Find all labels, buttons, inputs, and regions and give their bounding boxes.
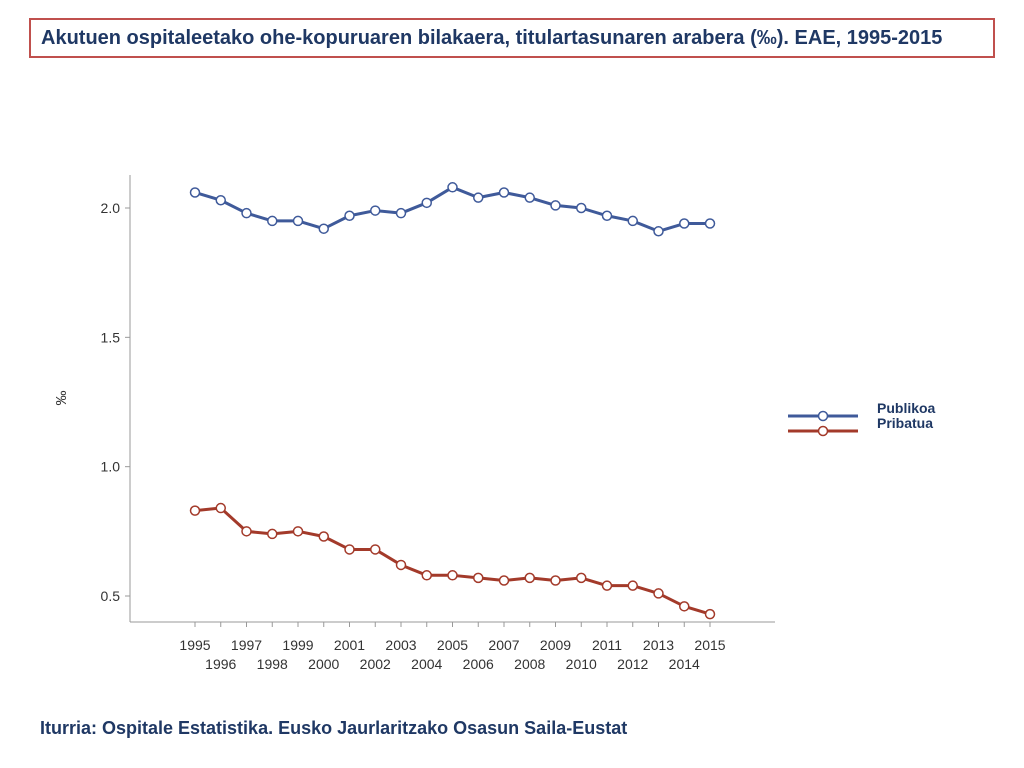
data-point-publikoa bbox=[395, 207, 407, 219]
x-tick-label: 2001 bbox=[334, 637, 365, 653]
data-point-publikoa bbox=[318, 223, 329, 234]
data-point-publikoa bbox=[550, 200, 561, 211]
data-point-pribatua bbox=[653, 588, 664, 599]
data-point-pribatua bbox=[576, 572, 587, 584]
x-tick-label: 2009 bbox=[540, 637, 571, 653]
data-point-publikoa bbox=[576, 202, 587, 214]
x-tick-label: 2012 bbox=[617, 656, 648, 672]
data-point-pribatua bbox=[292, 526, 304, 537]
data-point-pribatua bbox=[627, 580, 638, 591]
y-tick-label: 1.0 bbox=[101, 459, 121, 475]
y-tick-label: 1.5 bbox=[101, 329, 121, 345]
data-point-publikoa bbox=[267, 215, 278, 227]
data-point-publikoa bbox=[498, 187, 510, 198]
data-point-pribatua bbox=[189, 505, 201, 516]
legend-marker-pribatua bbox=[817, 425, 829, 437]
data-point-publikoa bbox=[292, 215, 304, 227]
x-tick-label: 2015 bbox=[694, 637, 725, 653]
x-tick-label: 1996 bbox=[205, 656, 236, 672]
x-tick-label: 2014 bbox=[669, 656, 700, 672]
data-point-publikoa bbox=[473, 192, 484, 203]
data-point-pribatua bbox=[679, 601, 690, 612]
x-tick-label: 2011 bbox=[592, 637, 622, 653]
data-point-pribatua bbox=[601, 580, 613, 591]
chart-series bbox=[189, 182, 716, 620]
data-point-pribatua bbox=[447, 570, 458, 581]
x-tick-label: 2000 bbox=[308, 656, 339, 672]
data-point-publikoa bbox=[704, 218, 716, 229]
data-point-publikoa bbox=[679, 218, 690, 229]
chart-title: Akutuen ospitaleetako ohe-kopuruaren bil… bbox=[29, 18, 995, 58]
data-point-pribatua bbox=[473, 572, 484, 584]
y-tick-label: 0.5 bbox=[101, 588, 121, 604]
x-tick-label: 2003 bbox=[385, 637, 416, 653]
data-point-publikoa bbox=[601, 210, 613, 222]
x-tick-label: 2010 bbox=[566, 656, 597, 672]
x-tick-label: 2005 bbox=[437, 637, 468, 653]
data-point-pribatua bbox=[550, 575, 561, 586]
data-point-publikoa bbox=[421, 197, 432, 209]
data-point-pribatua bbox=[241, 526, 252, 537]
x-tick-label: 1999 bbox=[282, 637, 313, 653]
data-point-pribatua bbox=[370, 544, 381, 555]
data-point-pribatua bbox=[318, 531, 329, 542]
data-point-publikoa bbox=[524, 192, 535, 203]
data-point-publikoa bbox=[189, 187, 201, 198]
data-point-pribatua bbox=[524, 572, 535, 584]
series-line-pribatua bbox=[194, 506, 711, 616]
x-tick-label: 2013 bbox=[643, 637, 674, 653]
source-note: Iturria: Ospitale Estatistika. Eusko Jau… bbox=[40, 718, 628, 738]
legend-label-pribatua: Pribatua bbox=[877, 415, 933, 431]
legend-label-publikoa: Publikoa bbox=[877, 400, 936, 416]
data-point-publikoa bbox=[344, 210, 355, 222]
x-tick-label: 1995 bbox=[179, 637, 210, 653]
x-tick-label: 2008 bbox=[514, 656, 545, 672]
x-tick-label: 1998 bbox=[257, 656, 288, 672]
y-axis-label: ‰ bbox=[53, 391, 70, 406]
data-point-pribatua bbox=[267, 528, 278, 540]
y-tick-label: 2.0 bbox=[101, 200, 121, 216]
data-point-pribatua bbox=[421, 570, 432, 581]
x-tick-label: 2004 bbox=[411, 656, 442, 672]
data-point-pribatua bbox=[215, 502, 226, 514]
data-point-publikoa bbox=[653, 226, 664, 237]
data-point-publikoa bbox=[447, 182, 458, 193]
legend-marker-publikoa bbox=[817, 410, 829, 422]
x-tick-label: 2006 bbox=[463, 656, 494, 672]
data-point-pribatua bbox=[344, 544, 355, 555]
x-tick-label: 1997 bbox=[231, 637, 262, 653]
x-tick-label: 2002 bbox=[360, 656, 391, 672]
data-point-publikoa bbox=[215, 194, 226, 206]
chart-axes: 0.5 1.0 1.5 2.0 ‰ 1995 1996 1997 1998 1999 2000 200… bbox=[53, 175, 775, 672]
data-point-pribatua bbox=[498, 575, 510, 586]
data-point-publikoa bbox=[627, 215, 638, 227]
x-tick-label: 2007 bbox=[488, 637, 519, 653]
data-point-pribatua bbox=[704, 608, 716, 620]
data-point-publikoa bbox=[370, 205, 381, 216]
data-point-pribatua bbox=[395, 559, 407, 571]
data-point-publikoa bbox=[241, 207, 252, 219]
